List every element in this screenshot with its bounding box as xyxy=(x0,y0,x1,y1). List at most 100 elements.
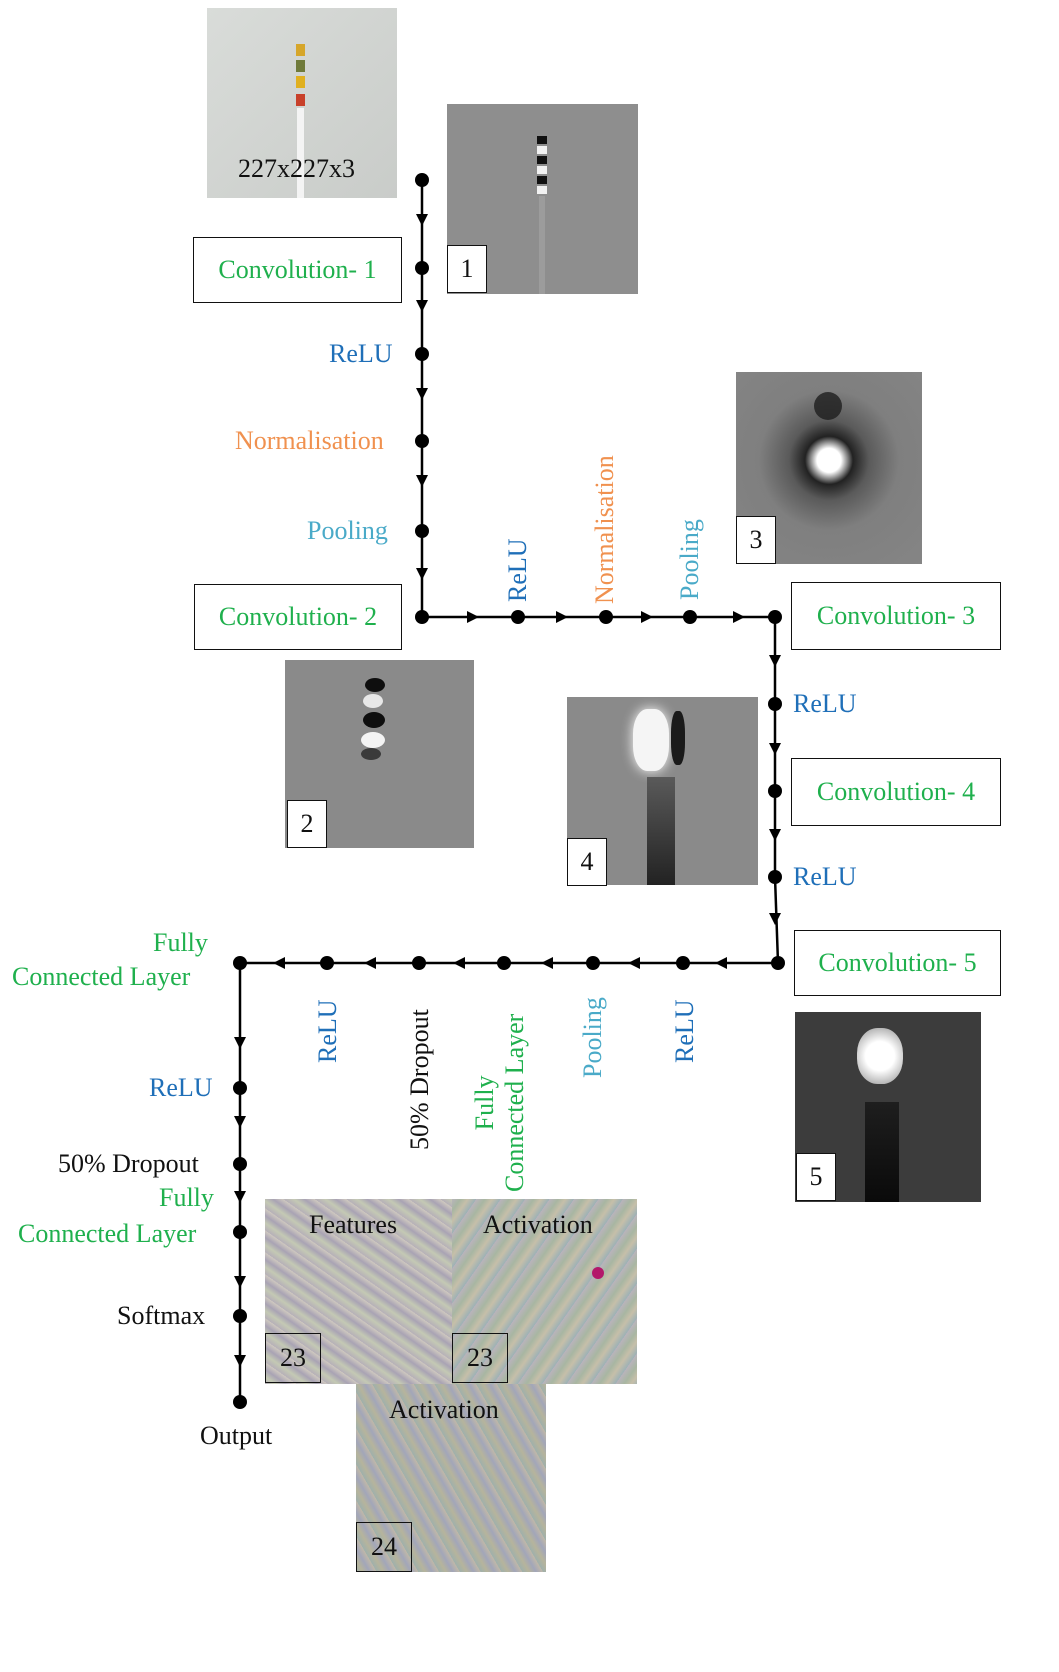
input-image xyxy=(207,8,397,198)
arrow-down xyxy=(416,475,428,487)
conv5-box: Convolution- 5 xyxy=(794,930,1001,996)
relu-label-b1: ReLU xyxy=(670,999,699,1063)
arrow-down xyxy=(416,214,428,226)
feature-map-5-number: 5 xyxy=(796,1153,836,1201)
features-number: 23 xyxy=(265,1333,321,1383)
arrow-down xyxy=(416,568,428,580)
pooling-label-b: Pooling xyxy=(578,997,607,1078)
arrow-right xyxy=(467,611,479,623)
arrow-left xyxy=(715,957,727,969)
conv3-box: Convolution- 3 xyxy=(791,582,1001,650)
softmax-label: Softmax xyxy=(117,1301,206,1330)
pooling-label-h: Pooling xyxy=(675,519,704,600)
layer-nodes xyxy=(233,173,785,1409)
node-relu xyxy=(676,956,690,970)
node-relu xyxy=(511,610,525,624)
conv2-label: Convolution- 2 xyxy=(218,602,378,631)
dropout-label-b: 50% Dropout xyxy=(405,1009,434,1150)
node-relu xyxy=(320,956,334,970)
node-normalisation xyxy=(415,434,429,448)
fully-connected-line2-l: Connected Layer xyxy=(18,1219,197,1248)
conv4-label: Convolution- 4 xyxy=(816,777,976,806)
conv1-box: Convolution- 1 xyxy=(193,237,402,303)
node-conv3 xyxy=(768,610,782,624)
output-label: Output xyxy=(200,1421,273,1450)
activation-image xyxy=(452,1199,637,1384)
normalisation-label: Normalisation xyxy=(235,426,384,455)
node-relu xyxy=(233,1081,247,1095)
node-pooling xyxy=(586,956,600,970)
relu-label-r2: ReLU xyxy=(793,862,857,891)
node-fully-connected xyxy=(233,956,247,970)
fully-connected-label-b: Fully Connected Layer xyxy=(470,1014,530,1192)
arrow-left xyxy=(628,957,640,969)
arrow-right xyxy=(556,611,568,623)
node-dropout xyxy=(233,1157,247,1171)
arrow-down xyxy=(234,1191,246,1203)
conv2-box: Convolution- 2 xyxy=(194,584,402,650)
arrow-left xyxy=(541,957,553,969)
conv4-box: Convolution- 4 xyxy=(791,758,1001,826)
features-image xyxy=(265,1199,452,1384)
node-fully-connected xyxy=(233,1225,247,1239)
pooling-label: Pooling xyxy=(307,516,388,545)
features-title: Features xyxy=(309,1210,398,1239)
node-relu xyxy=(768,870,782,884)
feature-map-1-number: 1 xyxy=(447,245,487,293)
input-size-label: 227x227x3 xyxy=(238,154,355,183)
arrow-down xyxy=(416,300,428,312)
normalisation-label-h: Normalisation xyxy=(590,455,619,604)
feature-map-5-image xyxy=(795,1012,981,1202)
arrow-down xyxy=(234,1116,246,1128)
fully-connected-corner-line2: Connected Layer xyxy=(12,962,191,991)
activation-2-title: Activation xyxy=(389,1395,499,1424)
conv3-label: Convolution- 3 xyxy=(816,601,976,630)
arrow-down xyxy=(416,388,428,400)
arrow-right xyxy=(641,611,653,623)
node-pooling xyxy=(683,610,697,624)
fully-connected-corner-line1: Fully xyxy=(153,928,208,957)
node-softmax xyxy=(233,1309,247,1323)
activation-2-image xyxy=(356,1384,546,1572)
relu-label-h: ReLU xyxy=(503,538,532,602)
activation-title: Activation xyxy=(483,1210,593,1239)
feature-map-2 xyxy=(285,660,474,848)
activation-number: 23 xyxy=(452,1333,508,1383)
arrow-down xyxy=(234,1276,246,1288)
node-conv4 xyxy=(768,784,782,798)
node-conv5 xyxy=(771,956,785,970)
node-dropout xyxy=(412,956,426,970)
node-output xyxy=(233,1395,247,1409)
feature-map-4-number: 4 xyxy=(567,838,607,886)
dropout-label-l: 50% Dropout xyxy=(58,1149,199,1178)
fc-line1: Fully xyxy=(470,1075,499,1131)
node-conv1 xyxy=(415,261,429,275)
fully-connected-line1-l: Fully xyxy=(159,1183,214,1212)
feature-map-3-number: 3 xyxy=(736,516,776,564)
conv5-label: Convolution- 5 xyxy=(818,948,977,977)
feature-map-3 xyxy=(736,372,922,564)
arrow-left xyxy=(364,957,376,969)
feature-map-2-number: 2 xyxy=(287,800,327,848)
arrow-down xyxy=(234,1355,246,1367)
flow-arrows xyxy=(234,214,781,1367)
arrow-down xyxy=(769,913,781,925)
node-relu xyxy=(415,347,429,361)
relu-label-l: ReLU xyxy=(149,1073,213,1102)
connection-lines xyxy=(238,180,780,1402)
fc-line2: Connected Layer xyxy=(499,1013,529,1192)
node-conv2 xyxy=(415,610,429,624)
relu-label-r1: ReLU xyxy=(793,689,857,718)
node-normalisation xyxy=(599,610,613,624)
relu-label: ReLU xyxy=(329,339,393,368)
arrow-left xyxy=(273,957,285,969)
arrow-down xyxy=(769,829,781,841)
arrow-down xyxy=(769,743,781,755)
node-input xyxy=(415,173,429,187)
conv1-label: Convolution- 1 xyxy=(218,255,377,284)
relu-label-b2: ReLU xyxy=(313,999,342,1063)
arrow-right xyxy=(733,611,745,623)
node-relu xyxy=(768,697,782,711)
arrow-down xyxy=(234,1037,246,1049)
